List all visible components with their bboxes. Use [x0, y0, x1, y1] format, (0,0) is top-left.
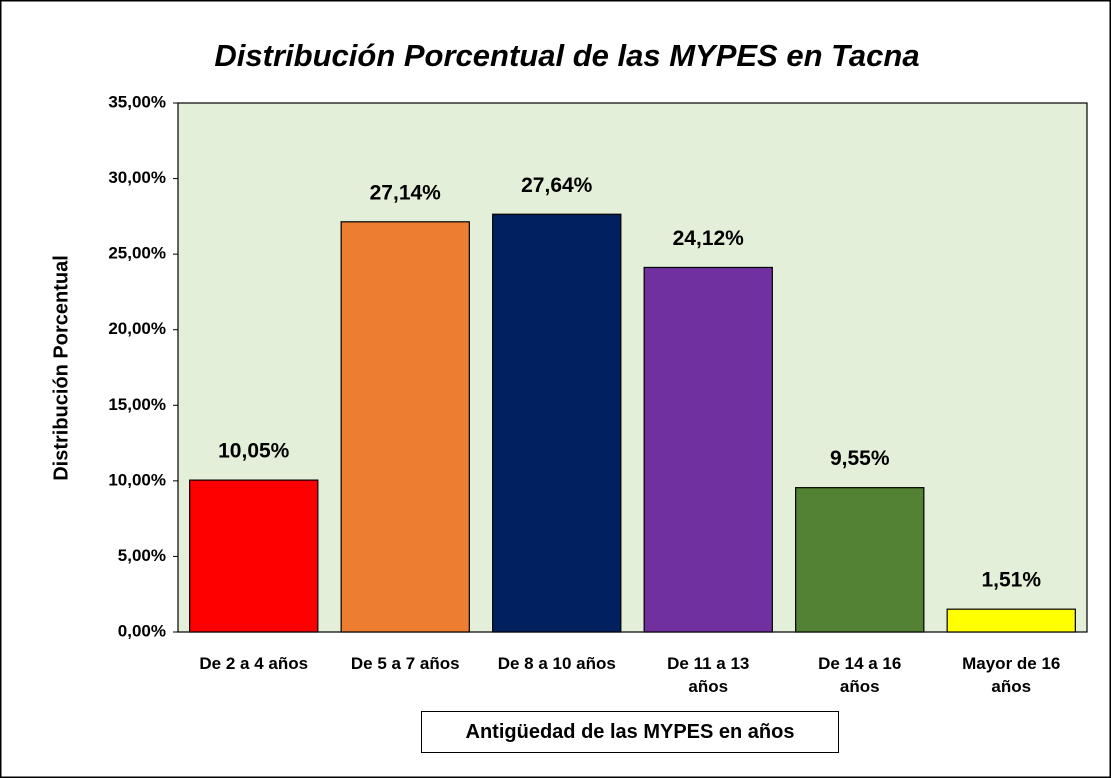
x-tick-label: De 5 a 7 años — [350, 654, 460, 673]
data-label: 27,64% — [521, 174, 593, 197]
data-label: 9,55% — [830, 447, 890, 470]
bar — [946, 608, 1076, 633]
y-tick-label: 15,00% — [108, 395, 166, 414]
x-tick-label: De 14 a 16 años — [818, 654, 902, 696]
plot-area — [177, 102, 1088, 633]
chart-title: Distribución Porcentual de las MYPES en … — [214, 38, 919, 73]
bar — [189, 479, 319, 633]
x-axis-title: Antigüedad de las MYPES en años — [421, 711, 839, 753]
y-tick-label: 30,00% — [108, 168, 166, 187]
y-tick-label: 10,00% — [108, 470, 166, 489]
y-tick-label: 20,00% — [108, 319, 166, 338]
data-label: 10,05% — [218, 440, 290, 463]
bar — [643, 266, 773, 633]
x-tick-label: Mayor de 16 años — [962, 654, 1061, 696]
data-label: 24,12% — [673, 227, 745, 250]
x-tick-label: De 11 a 13 años — [667, 654, 750, 696]
bar — [795, 487, 925, 633]
y-tick-label: 25,00% — [108, 244, 166, 263]
data-label: 1,51% — [981, 569, 1041, 592]
x-tick-label: De 8 a 10 años — [497, 654, 616, 673]
bar — [492, 213, 622, 633]
y-tick-label: 5,00% — [118, 546, 166, 565]
x-tick-label: De 2 a 4 años — [199, 654, 309, 673]
y-axis-title: Distribución Porcentual — [50, 255, 72, 481]
bar — [340, 221, 470, 633]
y-tick-label: 35,00% — [108, 92, 166, 111]
y-tick-label: 0,00% — [118, 621, 166, 640]
data-label: 27,14% — [370, 181, 442, 204]
